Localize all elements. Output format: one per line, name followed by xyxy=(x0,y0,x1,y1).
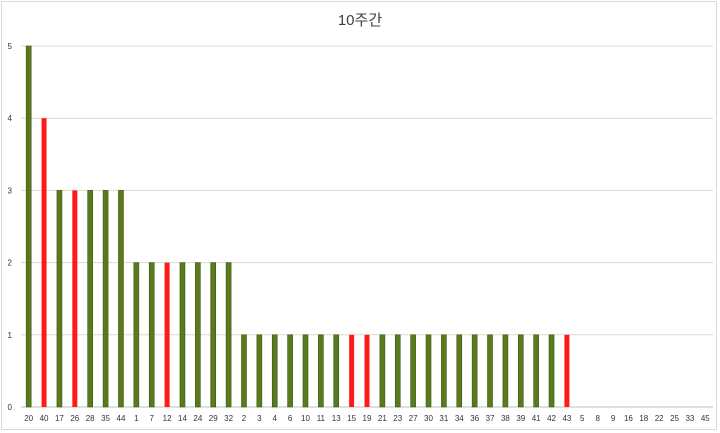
x-tick-label: 7 xyxy=(149,414,154,423)
bar-44 xyxy=(118,190,124,408)
bar-37 xyxy=(487,334,493,408)
x-tick-label: 37 xyxy=(486,414,495,423)
bars xyxy=(25,45,570,408)
x-tick-label: 2 xyxy=(242,414,247,423)
bar-28 xyxy=(87,190,93,408)
x-tick-label: 40 xyxy=(40,414,49,423)
x-tick-label: 38 xyxy=(501,414,510,423)
bar-13 xyxy=(333,334,340,408)
bar-4 xyxy=(271,334,278,408)
x-tick-label: 33 xyxy=(685,414,694,423)
x-tick-label: 45 xyxy=(701,414,710,423)
x-tick-label: 31 xyxy=(439,414,448,423)
bar-31 xyxy=(441,334,447,408)
x-tick-label: 1 xyxy=(134,414,139,423)
x-tick-label: 18 xyxy=(639,414,648,423)
x-tick-label: 43 xyxy=(562,414,571,423)
bar-41 xyxy=(533,334,539,408)
bar-27 xyxy=(410,334,416,408)
x-tick-label: 32 xyxy=(224,414,233,423)
y-tick-label: 5 xyxy=(8,42,13,51)
bar-14 xyxy=(179,262,186,408)
x-tick-label: 3 xyxy=(257,414,262,423)
bar-32 xyxy=(225,262,232,408)
bar-39 xyxy=(517,334,524,408)
bar-12 xyxy=(164,262,170,407)
x-tick-label: 39 xyxy=(516,414,525,423)
x-tick-label: 15 xyxy=(347,414,356,423)
x-tick-label: 29 xyxy=(209,414,218,423)
x-tick-label: 17 xyxy=(55,414,64,423)
bar-2 xyxy=(241,334,247,408)
bar-6 xyxy=(287,334,293,408)
x-tick-label: 11 xyxy=(317,414,326,423)
x-tick-label: 27 xyxy=(409,414,418,423)
x-tick-label: 9 xyxy=(611,414,616,423)
x-tick-label: 13 xyxy=(332,414,341,423)
bar-29 xyxy=(210,262,217,408)
x-tick-label: 28 xyxy=(86,414,95,423)
bar-21 xyxy=(379,334,386,408)
x-tick-label: 44 xyxy=(117,414,126,423)
x-tick-label: 5 xyxy=(580,414,585,423)
x-tick-label: 14 xyxy=(178,414,187,423)
x-tick-label: 21 xyxy=(378,414,387,423)
y-tick-label: 3 xyxy=(8,186,13,195)
bar-19 xyxy=(364,334,370,407)
x-tick-label: 41 xyxy=(532,414,541,423)
x-tick-label: 34 xyxy=(455,414,464,423)
x-tick-label: 12 xyxy=(163,414,172,423)
bar-20 xyxy=(25,45,32,408)
bar-34 xyxy=(456,334,463,408)
x-axis-ticks: 20 40 17 26 28 35 44 1 7 12 14 24 29 32 2 3 4 6 10 11 13 15 19… xyxy=(24,414,710,423)
y-tick-label: 0 xyxy=(8,403,13,412)
bar-38 xyxy=(502,334,509,408)
x-tick-label: 24 xyxy=(193,414,202,423)
x-tick-label: 8 xyxy=(595,414,600,423)
x-tick-label: 4 xyxy=(273,414,278,423)
x-tick-label: 22 xyxy=(655,414,664,423)
bar-40 xyxy=(41,118,47,407)
chart-title: 10주간 xyxy=(338,12,382,29)
bar-43 xyxy=(564,334,570,407)
x-tick-label: 36 xyxy=(470,414,479,423)
y-tick-label: 1 xyxy=(8,331,13,340)
bar-10 xyxy=(302,334,309,408)
bar-30 xyxy=(425,334,432,408)
y-tick-label: 2 xyxy=(8,259,13,268)
x-tick-label: 42 xyxy=(547,414,556,423)
bar-26 xyxy=(72,190,78,407)
bar-17 xyxy=(56,190,63,408)
y-tick-label: 4 xyxy=(8,114,13,123)
bar-11 xyxy=(318,334,324,408)
x-tick-label: 23 xyxy=(393,414,402,423)
x-tick-label: 16 xyxy=(624,414,633,423)
x-tick-label: 19 xyxy=(363,414,372,423)
x-tick-label: 30 xyxy=(424,414,433,423)
x-tick-label: 20 xyxy=(24,414,33,423)
x-tick-label: 6 xyxy=(288,414,293,423)
x-tick-label: 10 xyxy=(301,414,310,423)
x-tick-label: 26 xyxy=(70,414,79,423)
bar-15 xyxy=(349,334,355,407)
bar-35 xyxy=(102,190,109,408)
bar-23 xyxy=(394,334,401,408)
bar-24 xyxy=(195,262,201,408)
x-tick-label: 25 xyxy=(670,414,679,423)
y-axis-ticks: 0 1 2 3 4 5 xyxy=(8,42,13,412)
bar-36 xyxy=(471,334,478,408)
bar-42 xyxy=(548,334,555,408)
bar-1 xyxy=(133,262,140,408)
bar-7 xyxy=(148,262,155,408)
x-tick-label: 35 xyxy=(101,414,110,423)
bar-3 xyxy=(256,334,263,408)
